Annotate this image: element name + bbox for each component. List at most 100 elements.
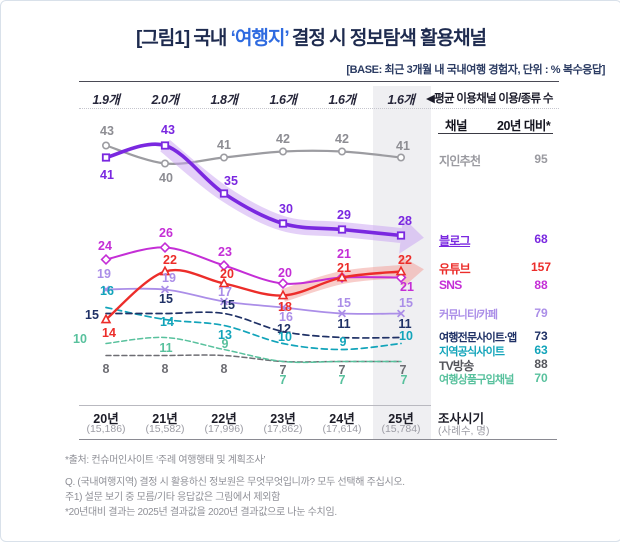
data-label: 41	[396, 139, 410, 153]
data-label: 11	[159, 341, 172, 355]
trend-band-블로그	[160, 139, 424, 254]
table-row-value: 88	[534, 278, 548, 292]
table-row-value: 157	[530, 260, 552, 274]
series-블로그	[101, 141, 406, 240]
data-label: 10	[399, 329, 413, 343]
data-label: 15	[221, 298, 235, 312]
table-row-channel: 유튜브	[439, 262, 471, 276]
table-row-channel: TV방송	[439, 359, 474, 373]
data-label: 15	[85, 308, 99, 322]
data-label: 22	[398, 253, 412, 267]
table-row-value: 63	[534, 343, 548, 357]
data-label: 41	[217, 138, 231, 152]
circle-marker	[220, 153, 229, 162]
avg-channel-count: 1.8개	[210, 93, 238, 107]
x-marker	[219, 297, 229, 306]
table-header-vs2020: 20년 대비*	[497, 119, 551, 133]
table-row-value: 79	[534, 306, 548, 320]
data-label: 14	[102, 326, 116, 340]
data-label: 10	[278, 330, 292, 344]
series-여행전문사이트·앱	[105, 311, 402, 339]
triangle-marker	[336, 271, 348, 282]
data-label: 9	[222, 337, 229, 351]
series-TV방송	[105, 354, 402, 363]
survey-period-label: 조사시기	[438, 412, 485, 426]
triangle-marker	[395, 265, 407, 276]
base-note: [BASE: 최근 3개월 내 국내여행 경험자, 단위 : % 복수응답]	[346, 64, 605, 76]
circle-marker	[161, 159, 170, 168]
series-유튜브	[100, 265, 407, 324]
triangle-marker	[218, 277, 230, 288]
data-label: 19	[162, 271, 176, 285]
data-label: 7	[401, 373, 408, 387]
table-row-channel: 지역공식사이트	[439, 346, 505, 358]
table-row-channel: 여행상품구입채널	[439, 374, 514, 386]
square-marker	[160, 141, 170, 150]
circle-marker	[396, 153, 405, 162]
circle-marker	[337, 147, 346, 156]
series-커뮤니티/카페	[101, 285, 406, 318]
data-label: 21	[337, 261, 351, 275]
data-label: 12	[277, 322, 291, 336]
data-label: 23	[218, 245, 232, 259]
data-label: 19	[97, 267, 111, 281]
table-row-value: 73	[534, 329, 548, 343]
data-label: 15	[159, 292, 173, 306]
sample-size-label: (15,186)	[86, 423, 126, 435]
data-label: 30	[279, 202, 293, 216]
title-highlight: ‘여행지’	[230, 28, 289, 49]
data-label: 8	[103, 362, 110, 376]
year-label: 23년	[270, 412, 296, 426]
table-header-rule	[438, 133, 553, 134]
data-label: 17	[218, 285, 232, 299]
data-label: 16	[279, 310, 293, 324]
series-지인추천	[102, 141, 405, 168]
circle-marker	[102, 141, 111, 150]
data-label: 15	[337, 296, 351, 310]
year-label: 22년	[211, 412, 237, 426]
data-label: 21	[337, 247, 351, 261]
x-marker	[337, 309, 347, 318]
year-label: 21년	[152, 412, 178, 426]
sample-size-label: (17,862)	[263, 423, 303, 435]
diamond-marker	[100, 253, 112, 266]
triangle-marker	[277, 289, 289, 300]
table-row-channel: 지인추천	[439, 154, 481, 168]
data-label: 40	[159, 171, 173, 185]
year-label: 25년	[388, 412, 414, 426]
data-label: 10	[73, 332, 87, 346]
square-marker	[337, 225, 347, 234]
data-label: 41	[100, 168, 114, 182]
table-row-value: 70	[534, 371, 548, 385]
data-label: 18	[278, 300, 292, 314]
data-label: 20	[220, 267, 234, 281]
avg-channel-count: 1.6개	[328, 93, 356, 107]
avg-channel-count: 1.6개	[269, 93, 297, 107]
data-label: 24	[98, 239, 112, 253]
footnote-line: *20년대비 결과는 2025년 결과값을 2020년 결과값으로 나눈 수치임…	[65, 507, 337, 518]
table-row-value: 95	[534, 152, 548, 166]
data-label: 22	[163, 253, 177, 267]
square-marker	[101, 153, 111, 162]
square-marker	[396, 231, 406, 240]
title-suffix: 결정 시 정보탐색 활용채널	[288, 28, 487, 49]
average-channels-label: ◀평균 이용채널 이용/종류 수	[426, 93, 554, 105]
avg-channel-count: 1.9개	[92, 93, 120, 107]
table-row-channel: 커뮤니티/카페	[439, 309, 498, 321]
header-rule	[79, 81, 559, 82]
data-label: 16	[100, 284, 114, 298]
data-label: 29	[337, 208, 351, 222]
data-label: 21	[400, 280, 414, 294]
x-marker	[396, 309, 406, 318]
data-label: 26	[159, 226, 173, 240]
sample-size-label: (15,582)	[145, 423, 185, 435]
avg-channel-count: 1.6개	[387, 93, 415, 107]
data-label: 20	[278, 266, 292, 280]
year-label: 24년	[329, 412, 355, 426]
data-label: 7	[339, 363, 346, 377]
table-row-value: 68	[534, 232, 548, 246]
diamond-marker	[277, 277, 289, 290]
x-axis-top-rule	[79, 405, 431, 406]
